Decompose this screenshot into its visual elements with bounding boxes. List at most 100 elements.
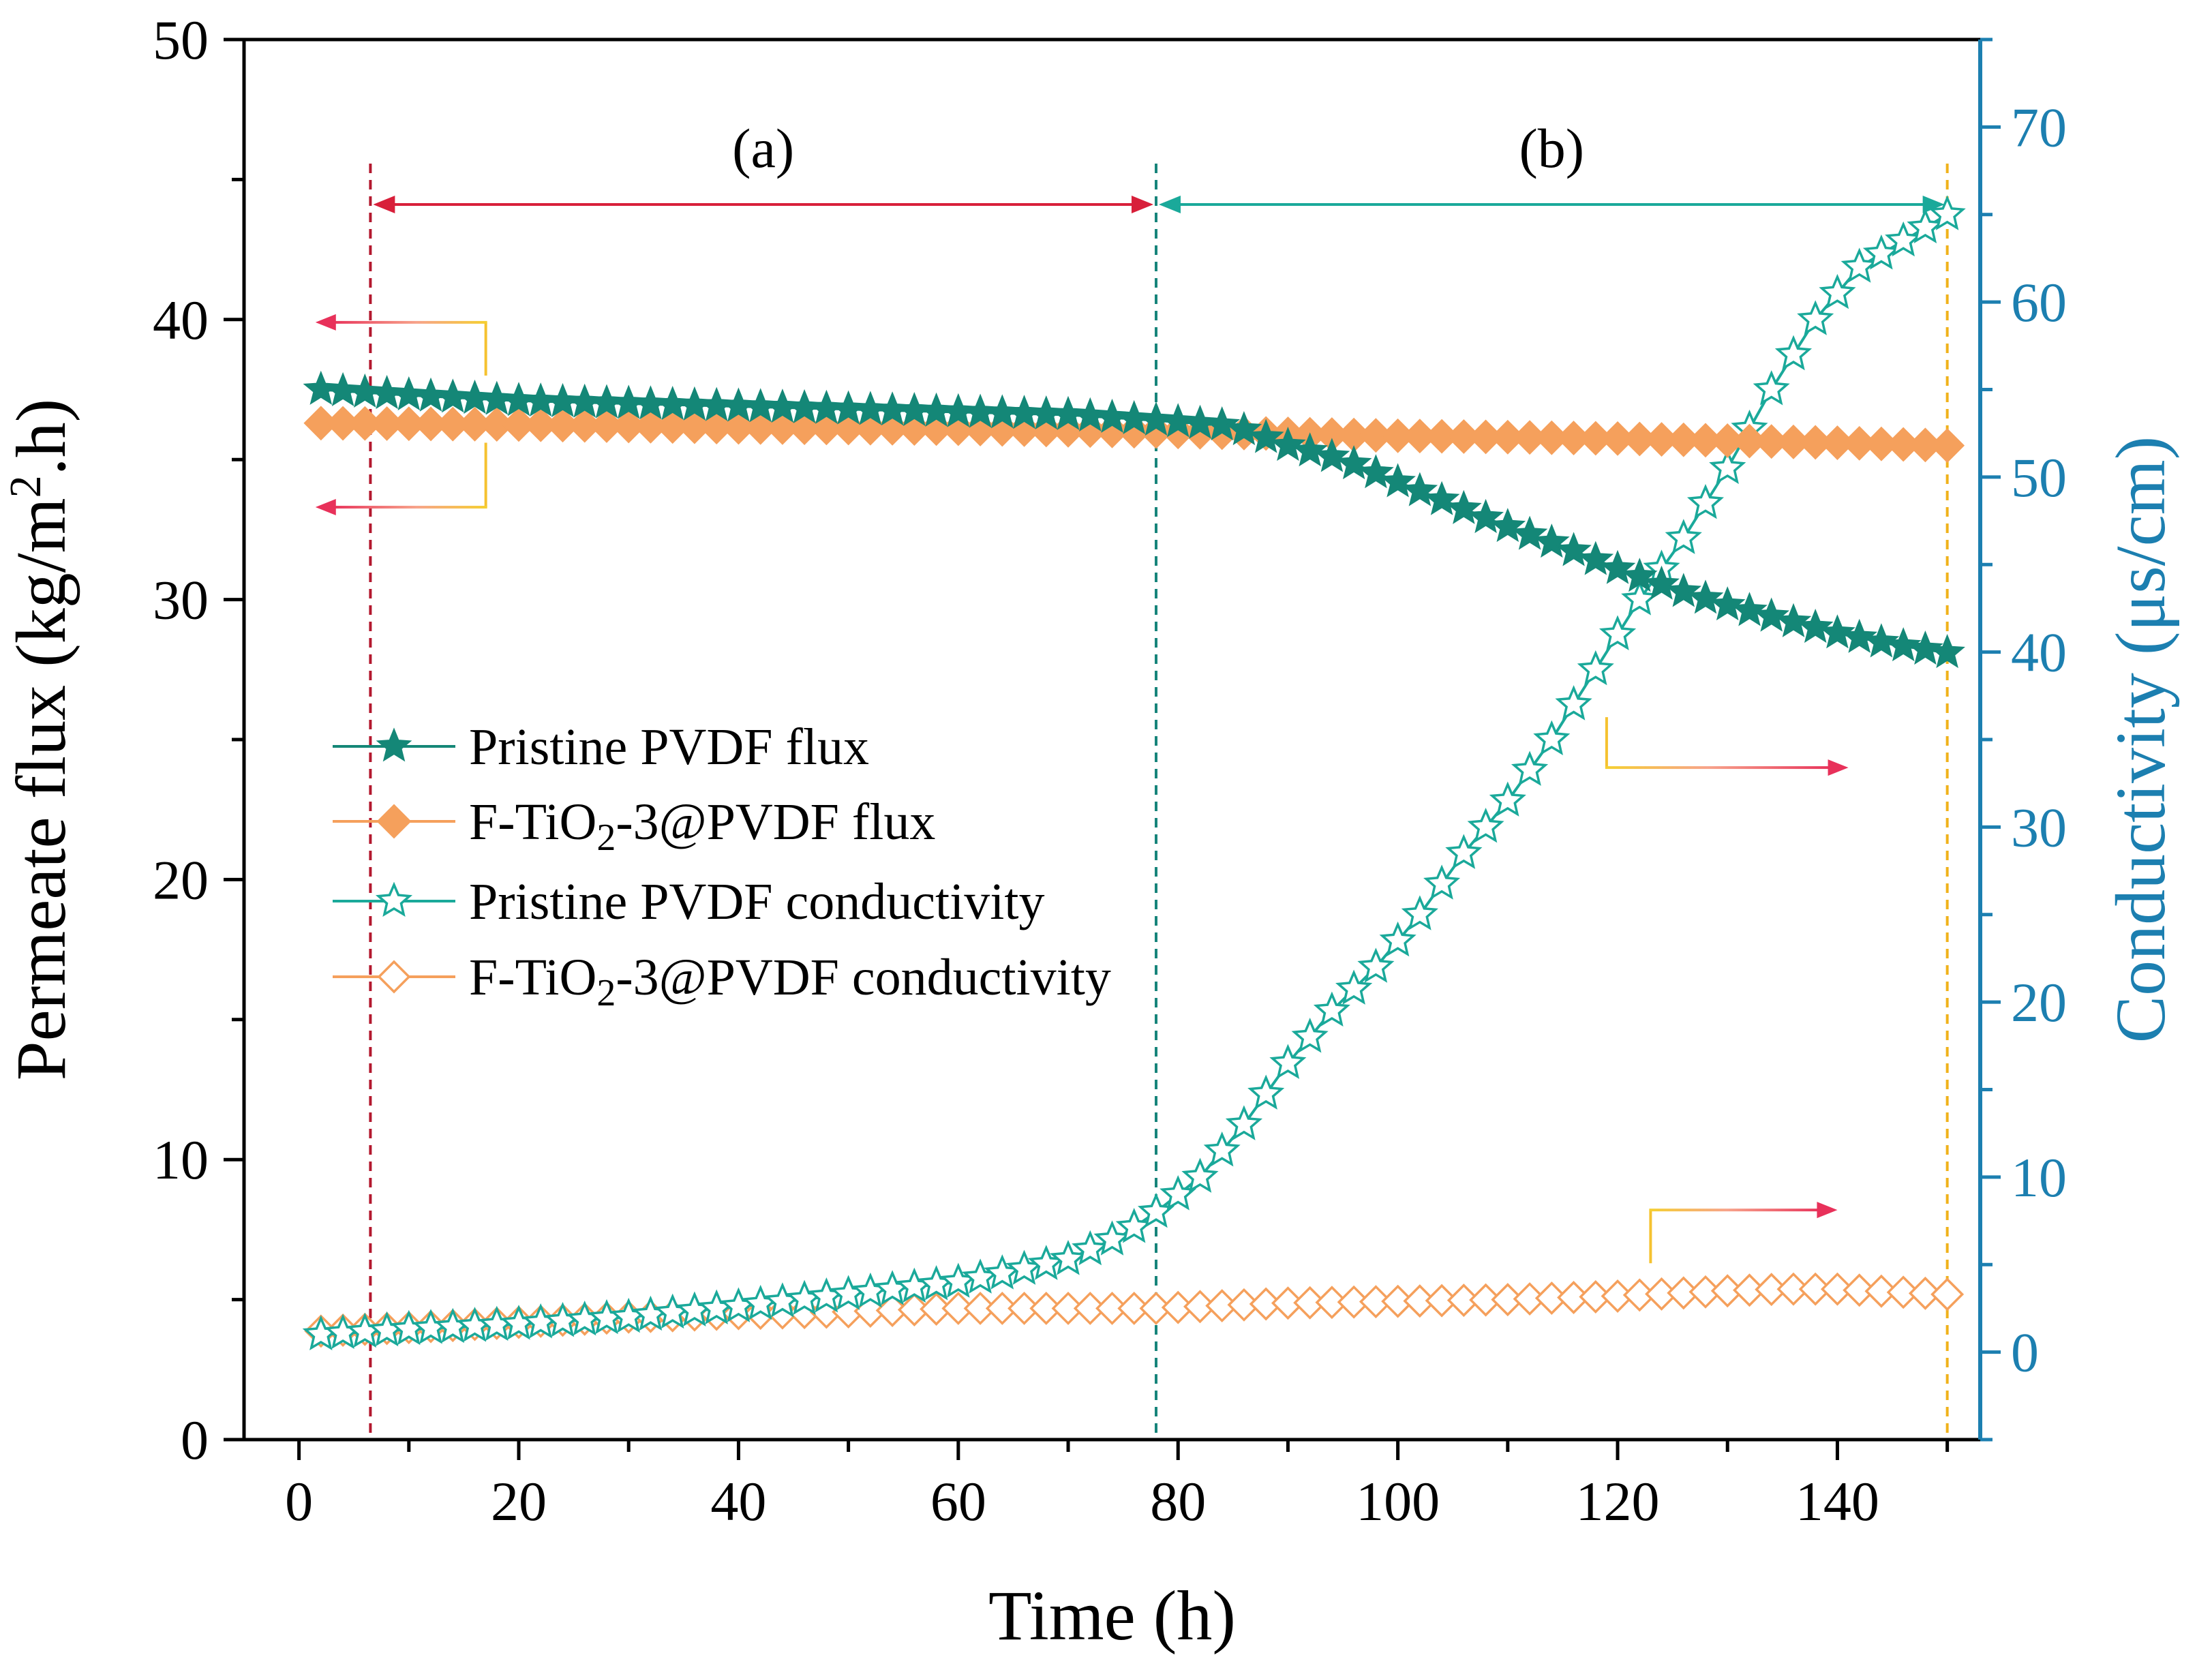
indicator-arrow-head [1817,1202,1838,1219]
data-point [1864,1274,1898,1308]
y2-tick-label: 60 [2011,271,2067,333]
region-label: (a) [732,117,794,179]
data-point [1928,195,1966,230]
data-point [1907,631,1943,665]
legend-label-subscript: 2 [596,817,616,859]
indicator-arrow-head [1828,759,1849,776]
data-point [1753,370,1790,406]
y-tick-label: 0 [181,1409,209,1471]
data-point [1247,419,1284,453]
data-point [1621,580,1658,616]
legend-label-part: F-TiO [469,949,596,1006]
data-point [632,1295,669,1331]
data-point [1203,1131,1241,1167]
data-point [1577,650,1614,686]
legend-label-part: -3@PVDF conductivity [616,949,1111,1006]
data-point [1182,404,1218,439]
x-axis-title: Time (h) [988,1577,1236,1655]
x-tick-label: 100 [1356,1470,1440,1532]
data-point [1621,558,1658,592]
x-tick-label: 140 [1796,1470,1879,1532]
y-axis-title-part: .h) [2,399,80,476]
x-tick-label: 0 [285,1470,313,1532]
data-point [1138,401,1175,436]
x-axis: 0 20 40 60 80 100 120 140 [285,1440,1950,1532]
data-point [1599,615,1637,650]
data-point [1270,427,1306,461]
data-point [1204,406,1241,441]
data-point [1686,483,1725,519]
data-point [1160,403,1196,438]
data-point [808,1277,845,1313]
x-tick-label: 80 [1150,1470,1206,1532]
data-point [985,1291,1019,1325]
data-point [1774,335,1813,371]
y-axis-title: Permeate flux (kg/m2.h) [1,399,80,1081]
data-point [1797,609,1834,643]
y-tick-label: 20 [153,849,209,911]
data-point [610,1297,648,1333]
indicator-arrow-shaft [330,320,487,324]
y2-tick-label: 10 [2011,1147,2067,1209]
data-point [1709,586,1746,621]
data-point [1885,627,1922,662]
data-point [851,1272,889,1308]
data-point [434,378,471,413]
data-point [1468,498,1504,534]
data-point [1116,399,1153,435]
y-tick-label: 10 [153,1129,209,1191]
data-point [1357,947,1395,983]
y-axis: 0 10 20 30 40 50 [153,9,244,1471]
x-tick-label: 60 [930,1470,986,1532]
data-point [1929,634,1965,669]
y2-axis-title: Conductivity (μs/cm) [2102,436,2180,1044]
data-point [1072,1230,1109,1266]
data-point [1292,432,1328,467]
data-point [1556,532,1592,566]
legend-label-subscript: 2 [596,972,616,1014]
data-point [1335,969,1373,1005]
data-point [303,370,339,405]
legend-label: Pristine PVDF flux [469,718,869,776]
data-point [1907,208,1944,243]
y-tick-label: 30 [153,569,209,631]
data-point [391,376,427,411]
data-point [874,1270,911,1305]
data-point [1841,618,1878,653]
legend-marker [375,881,413,917]
data-point [1402,472,1438,506]
x-tick-label: 20 [491,1470,547,1532]
region-arrow-head-right [1922,196,1945,213]
legend-marker [376,727,412,762]
y2-tick-label: 20 [2011,971,2067,1033]
legend-item: Pristine PVDF flux [333,718,869,776]
data-point [1072,397,1108,431]
legend-label: F-TiO2-3@PVDF flux [469,793,935,859]
data-point [1029,1291,1063,1325]
y2-tick-label: 0 [2011,1322,2039,1384]
data-point [479,380,515,415]
series-4 [304,1272,1965,1348]
data-point [1269,1044,1307,1080]
data-point [918,1265,955,1301]
data-point [830,1275,867,1310]
data-point [1226,411,1262,446]
data-point [1511,750,1549,786]
y2-tick-label: 50 [2011,446,2067,508]
data-point [1073,1291,1107,1325]
axis-indicator-arrows [315,314,1849,1264]
data-point [1401,895,1438,930]
data-point [1886,1275,1920,1309]
data-point [1643,565,1680,600]
data-point [324,371,361,406]
data-point [1820,1272,1854,1306]
y2-axis: 0 10 20 30 40 50 60 70 [1980,37,2067,1442]
data-point [1577,541,1614,575]
y-tick-label: 40 [153,289,209,351]
data-point [1731,592,1768,626]
indicator-arrow-shaft [1605,766,1834,770]
region-boundaries [369,164,1949,1440]
legend-item: F-TiO2-3@PVDF flux [333,793,935,859]
legend-label: Pristine PVDF conductivity [469,873,1044,930]
